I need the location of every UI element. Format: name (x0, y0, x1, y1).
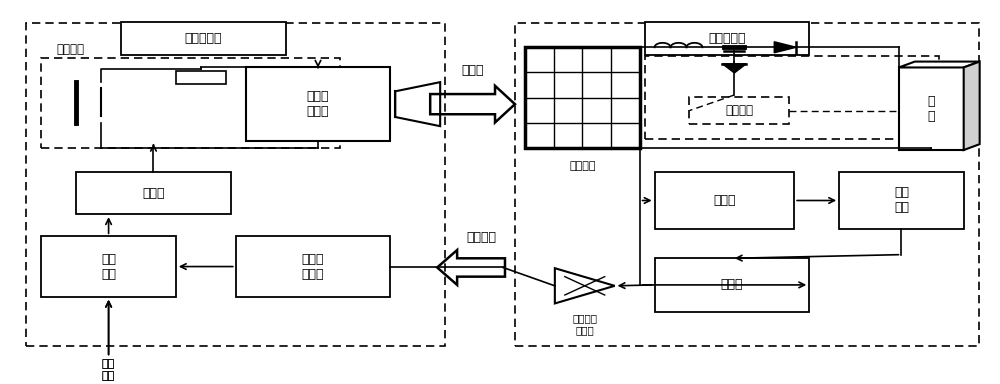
Bar (41, 236, 176, 297)
Text: 调制器: 调制器 (142, 187, 165, 200)
Bar (515, 23, 979, 346)
Bar (645, 56, 939, 139)
Text: 调制回复
反射器: 调制回复 反射器 (572, 313, 597, 335)
Bar (689, 97, 789, 124)
Bar (176, 71, 226, 84)
Text: 回溯激光: 回溯激光 (466, 231, 496, 243)
Bar (121, 22, 286, 55)
Bar (655, 172, 794, 229)
Bar (839, 172, 964, 229)
Text: 控制
模块: 控制 模块 (101, 253, 116, 281)
Text: 信号
输入: 信号 输入 (102, 359, 115, 381)
Text: 主激光: 主激光 (461, 64, 484, 77)
Bar (236, 236, 390, 297)
Bar (41, 58, 340, 148)
Text: 激光电源: 激光电源 (56, 43, 84, 56)
Text: 控制器: 控制器 (721, 278, 743, 291)
Bar (655, 258, 809, 311)
Bar (899, 68, 964, 150)
Bar (76, 172, 231, 214)
Polygon shape (899, 61, 980, 68)
Text: 激光发射端: 激光发射端 (185, 31, 222, 45)
Text: 光电检
测装置: 光电检 测装置 (302, 253, 324, 281)
Text: 负
载: 负 载 (928, 95, 935, 123)
Polygon shape (722, 64, 746, 73)
Text: 半导体
激光器: 半导体 激光器 (307, 90, 329, 118)
Text: 控制
模块: 控制 模块 (894, 187, 909, 215)
Text: 光伏电源: 光伏电源 (725, 104, 753, 117)
Bar (246, 68, 390, 141)
Bar (26, 23, 445, 346)
Text: 解调器: 解调器 (713, 194, 736, 207)
Bar (525, 47, 640, 148)
Text: 信号
输入: 信号 输入 (102, 359, 115, 381)
Bar (645, 22, 809, 55)
Polygon shape (774, 42, 796, 53)
Text: 光伏阵列: 光伏阵列 (569, 161, 596, 171)
Polygon shape (964, 61, 980, 150)
Text: 激光接收端: 激光接收端 (708, 31, 746, 45)
